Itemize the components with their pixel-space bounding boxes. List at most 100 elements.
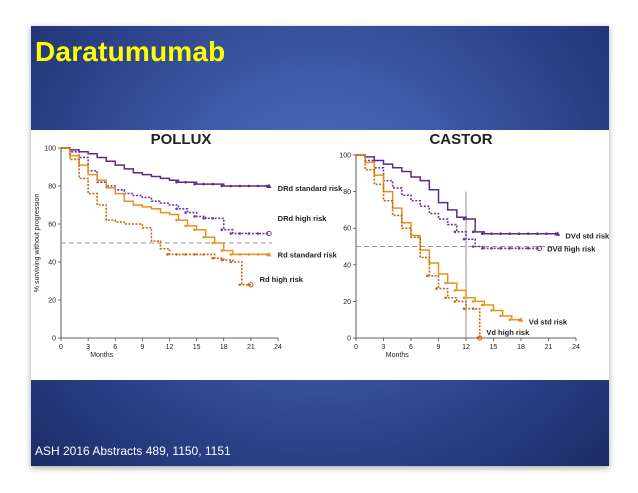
censor-mark [229, 253, 233, 256]
censor-mark [256, 184, 260, 188]
y-tick-label: 20 [343, 299, 351, 306]
censor-mark [481, 303, 484, 307]
censor-mark [184, 211, 187, 214]
slide-footer: ASH 2016 Abstracts 489, 1150, 1151 [35, 444, 231, 458]
x-tick-label: 6 [409, 344, 413, 351]
x-tick-label: 0 [354, 344, 358, 351]
censor-mark [462, 296, 466, 300]
censor-mark [184, 180, 187, 184]
series-line-vd-std-risk [356, 154, 521, 321]
censor-mark [499, 247, 502, 250]
series-end-marker [248, 282, 254, 288]
censor-mark [453, 289, 457, 292]
censor-mark [211, 241, 215, 245]
censor-mark [211, 217, 215, 220]
censor-mark [229, 184, 233, 188]
x-tick-label: 21 [247, 344, 255, 351]
series-end-marker [477, 335, 483, 341]
censor-mark [247, 232, 251, 235]
y-tick-label: 40 [343, 262, 351, 269]
y-tick-label: 80 [343, 189, 351, 196]
series-label-vd-std-risk: Vd std risk [529, 318, 568, 327]
series-line-rd-high-risk [61, 147, 251, 286]
censor-mark [517, 247, 521, 250]
censor-mark [481, 232, 484, 235]
censor-mark [471, 230, 475, 234]
x-tick-label: 18 [220, 344, 228, 351]
x-tick-label: 12 [462, 344, 470, 351]
x-tick-label: 6 [113, 344, 117, 351]
censor-mark [444, 296, 447, 300]
y-tick-label: 60 [343, 226, 351, 233]
censor-mark [166, 253, 169, 256]
censor-mark [193, 253, 196, 256]
censor-mark [175, 253, 178, 256]
censor-mark [247, 184, 251, 188]
chart-castor: CASTOR 0 20 40 60 80 100 0 3 6 9 12 15 18 21 24 Months DV… [339, 131, 610, 359]
censor-mark [462, 217, 466, 221]
series-line-dvd-high-risk [356, 154, 540, 250]
y-tick-label: 80 [48, 184, 56, 191]
x-tick-label: 9 [437, 344, 441, 351]
chart-pollux: POLLUX 0 20 40 60 80 100 0 3 6 9 12 15 18 21 24 Months % … [34, 131, 343, 359]
censor-mark [238, 232, 242, 235]
series-label-drd-standard-risk: DRd standard risk [278, 184, 343, 193]
x-tick-label: 15 [193, 344, 201, 351]
series-end-marker [266, 230, 272, 237]
censor-mark [526, 247, 530, 250]
censor-mark [490, 232, 493, 235]
censor-mark [526, 232, 530, 235]
censor-mark [247, 253, 251, 256]
censor-mark [175, 218, 178, 222]
censor-mark [238, 253, 242, 256]
censor-mark [256, 253, 260, 256]
censor-mark [175, 180, 178, 184]
censor-mark [175, 207, 178, 211]
censor-mark [229, 232, 233, 235]
series-line-drd-standard-risk [61, 147, 269, 187]
y-axis-label: % surviving without progression [34, 194, 41, 293]
censor-mark [220, 258, 224, 262]
censor-mark [471, 245, 475, 248]
censor-mark [462, 237, 466, 241]
y-tick-label: 20 [48, 298, 56, 305]
x-tick-label: 18 [517, 344, 525, 351]
censor-mark [229, 260, 233, 264]
censor-mark [481, 247, 484, 250]
y-tick-label: 100 [44, 146, 56, 153]
y-tick-label: 0 [52, 336, 56, 343]
censor-mark [499, 232, 502, 235]
censor-mark [508, 232, 512, 235]
censor-mark [193, 182, 196, 186]
slide: Daratumumab POLLUX 0 20 40 60 80 100 0 3 6 9 12 15 18… [31, 26, 610, 466]
series-line-rd-standard-risk [61, 147, 269, 256]
series-label-drd-high-risk: DRd high risk [278, 214, 328, 223]
series-line-drd-high-risk [61, 147, 269, 235]
x-tick-label: 3 [86, 344, 90, 351]
censor-mark [184, 224, 187, 228]
censor-mark [211, 182, 215, 186]
x-tick-label: 0 [59, 344, 63, 351]
x-tick-label: 15 [490, 344, 498, 351]
censor-mark [202, 182, 205, 186]
censor-mark [220, 184, 224, 188]
y-tick-label: 100 [339, 153, 351, 160]
censor-mark [471, 307, 475, 311]
x-tick-label: 9 [140, 344, 144, 351]
series-end-marker [266, 251, 272, 257]
censor-mark [256, 232, 260, 235]
series-end-marker [555, 231, 561, 236]
censor-mark [193, 215, 196, 218]
series-end-marker [518, 317, 524, 322]
censor-mark [499, 314, 502, 318]
series-end-marker [266, 183, 272, 188]
x-tick-label: 21 [545, 344, 553, 351]
series-line-dvd-std-risk [356, 154, 558, 235]
slide-title: Daratumumab [35, 36, 226, 67]
x-axis-label: Months [386, 352, 409, 359]
censor-mark [435, 287, 438, 290]
series-label-rd-standard-risk: Rd standard risk [278, 250, 338, 259]
censor-mark [453, 300, 457, 303]
censor-mark [462, 307, 466, 311]
